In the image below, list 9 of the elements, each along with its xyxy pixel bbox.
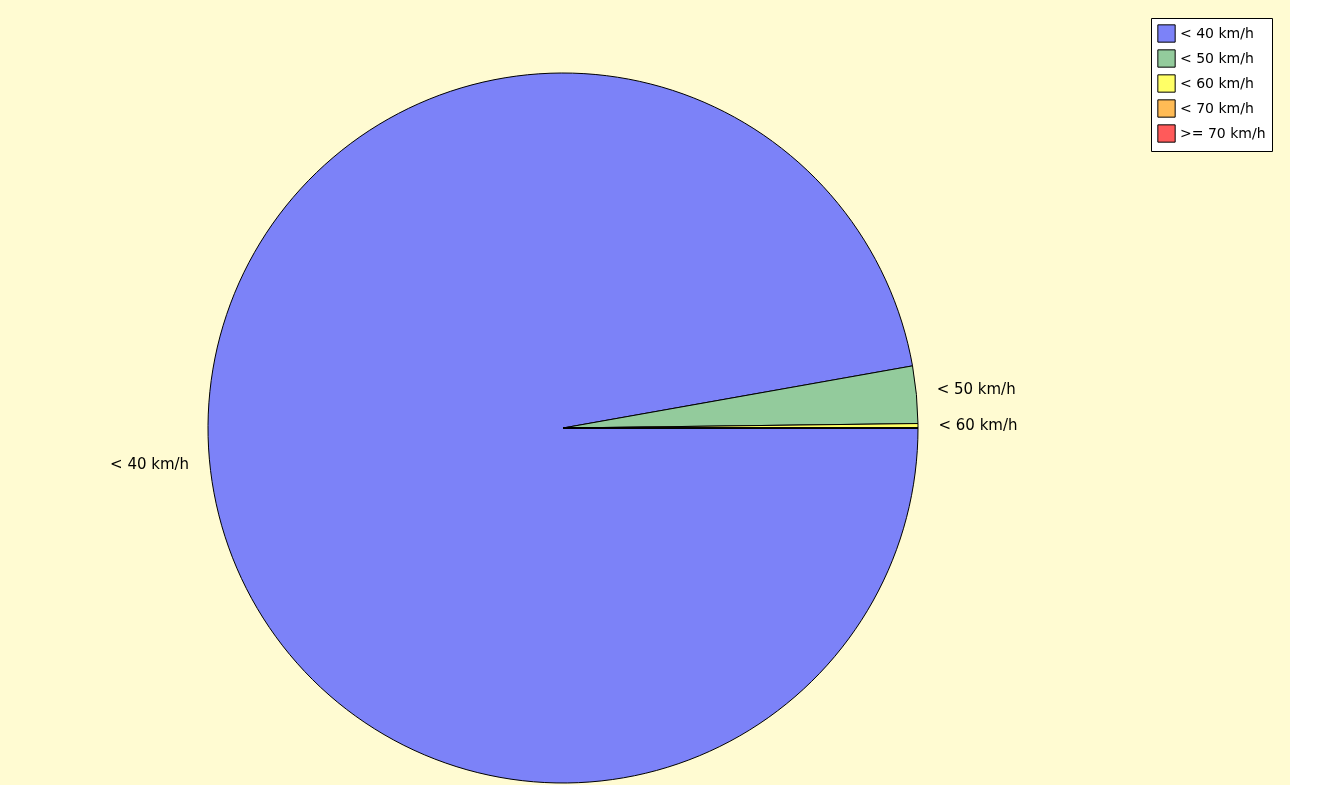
slice-label: < 40 km/h bbox=[110, 455, 190, 474]
pie-slice bbox=[207, 72, 919, 784]
legend-label: < 50 km/h bbox=[1180, 49, 1254, 66]
slice-label: < 60 km/h bbox=[938, 416, 1018, 435]
legend-label: < 70 km/h bbox=[1180, 99, 1254, 116]
slice-label: < 50 km/h bbox=[936, 379, 1016, 398]
legend-label: < 60 km/h bbox=[1180, 74, 1254, 91]
legend-label: < 40 km/h bbox=[1180, 24, 1254, 41]
legend-label: >= 70 km/h bbox=[1180, 124, 1266, 141]
